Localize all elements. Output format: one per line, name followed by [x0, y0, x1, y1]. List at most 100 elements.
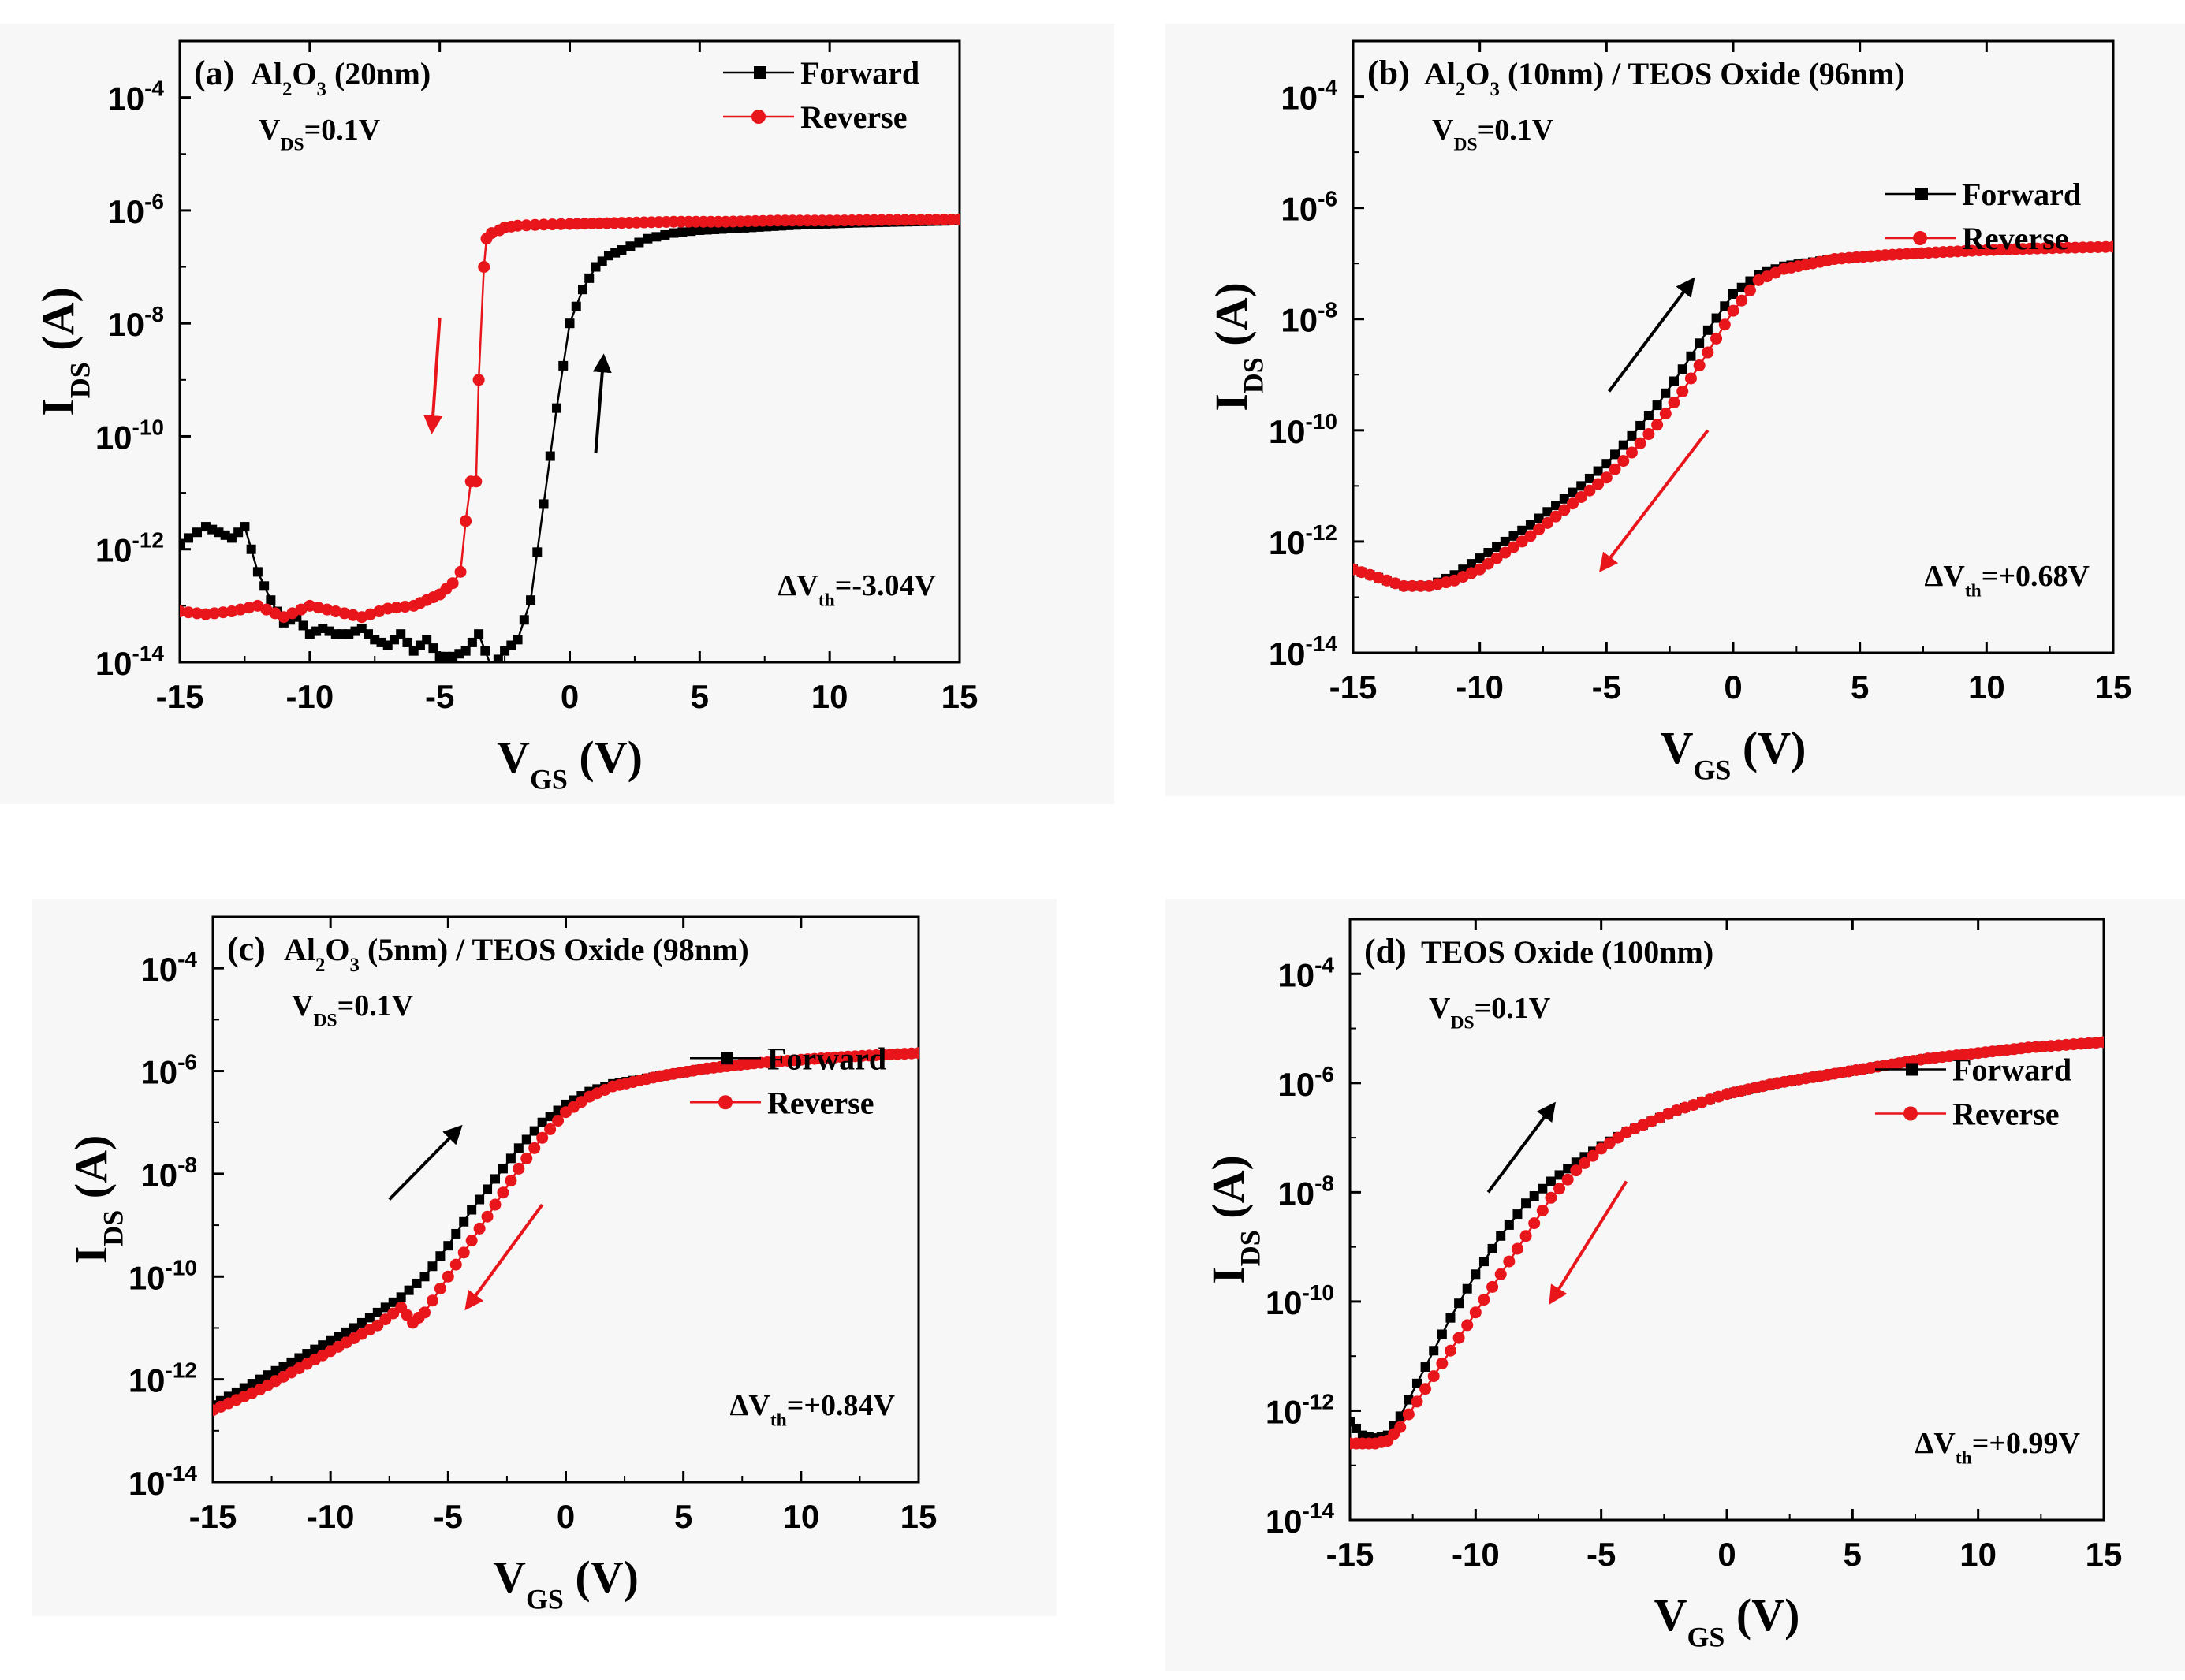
data-point-reverse-a [208, 607, 221, 620]
data-point-forward-c [380, 1302, 390, 1313]
y-axis-label-b-part: I [1206, 393, 1257, 412]
panel-title-a-part: (20nm) [326, 56, 431, 91]
data-point-reverse-c [457, 1246, 470, 1259]
data-point-forward-a [643, 233, 653, 244]
data-point-forward-a [634, 237, 644, 248]
y-tick-base: 10 [140, 951, 177, 988]
data-point-forward-b [1466, 559, 1476, 569]
data-point-forward-c [529, 1126, 539, 1136]
data-group-b [1353, 240, 2113, 592]
y-tick-base: 10 [107, 80, 144, 117]
data-point-reverse-d [1545, 1191, 1557, 1204]
y-tick-base: 10 [1281, 191, 1318, 228]
delta-vth-annotation-c-part: =+0.84V [787, 1389, 896, 1422]
vds-annotation-b-part: DS [1453, 134, 1477, 155]
data-point-reverse-a [191, 607, 203, 620]
data-point-forward-b [1686, 351, 1696, 361]
vds-annotation-d-part: DS [1450, 1012, 1474, 1033]
legend-label-forward-a: Forward [800, 55, 919, 91]
data-point-forward-b [1728, 289, 1738, 299]
y-tick-label-d: 10-4 [1277, 952, 1334, 993]
data-point-forward-d [1563, 1164, 1573, 1174]
data-point-reverse-b [1693, 359, 1706, 372]
y-tick-label-d: 10-12 [1266, 1389, 1334, 1430]
vds-annotation-b: VDS=0.1V [1432, 114, 1554, 155]
data-point-reverse-b [1642, 428, 1655, 441]
data-point-forward-b [1584, 473, 1594, 483]
x-axis-label-d: VGS (V) [1654, 1589, 1800, 1652]
y-axis-label-d-part: (A) [1202, 1155, 1254, 1230]
data-point-forward-c [427, 1261, 438, 1272]
data-point-forward-b [1525, 520, 1535, 530]
x-tick-label-b: -5 [1592, 669, 1621, 706]
y-tick-exponent: -14 [166, 1461, 198, 1485]
data-point-forward-b [1559, 494, 1569, 504]
delta-vth-annotation-b-part: ΔV [1925, 560, 1966, 593]
y-axis-label-c-part: (A) [65, 1135, 117, 1210]
data-point-reverse-c [497, 1186, 509, 1199]
data-point-reverse-d [1411, 1395, 1423, 1408]
data-point-reverse-b [1617, 455, 1630, 467]
sweep-arrow-b [1607, 277, 1695, 393]
sweep-arrow-a [423, 317, 443, 435]
panel-id-d: (d) [1364, 932, 1407, 970]
data-point-forward-a [519, 615, 529, 625]
x-tick-label-c: -15 [189, 1498, 237, 1535]
y-tick-exponent: -6 [177, 1050, 197, 1075]
data-point-forward-b [1568, 487, 1578, 497]
x-axis-label-c-part: GS [526, 1583, 564, 1615]
data-point-reverse-c [442, 1270, 454, 1283]
vds-annotation-b-part: =0.1V [1478, 114, 1554, 147]
y-tick-base: 10 [1266, 1393, 1303, 1430]
y-tick-label-c: 10-14 [129, 1461, 198, 1502]
x-axis-label-d-part: (V) [1725, 1589, 1799, 1641]
delta-vth-annotation-d-part: =+0.99V [1972, 1427, 2081, 1460]
y-tick-label-a: 10-8 [107, 302, 164, 343]
data-point-forward-b [1483, 548, 1493, 558]
data-point-reverse-d [1402, 1408, 1415, 1421]
y-tick-label-b: 10-4 [1281, 76, 1337, 117]
data-point-forward-a [493, 654, 503, 662]
data-point-forward-a [487, 663, 497, 672]
y-tick-exponent: -4 [1318, 76, 1337, 100]
y-tick-exponent: -14 [132, 641, 165, 665]
data-point-forward-c [537, 1117, 547, 1127]
x-axis-label-c: VGS (V) [493, 1551, 639, 1615]
data-point-forward-b [1610, 449, 1620, 460]
data-point-forward-a [460, 646, 471, 656]
y-tick-label-b: 10-6 [1281, 187, 1337, 228]
data-point-forward-a [660, 229, 670, 240]
vds-annotation-b-part: V [1432, 114, 1454, 147]
data-point-forward-a [192, 527, 202, 538]
vds-annotation-a-part: =0.1V [304, 114, 381, 147]
delta-vth-annotation-a-part: th [818, 590, 835, 610]
sweep-arrow-b [1598, 429, 1710, 572]
x-axis-label-a: VGS (V) [497, 732, 643, 795]
data-point-forward-b [1627, 430, 1637, 441]
data-point-forward-a [695, 225, 705, 235]
data-point-reverse-b [1625, 446, 1638, 459]
data-point-forward-c [451, 1228, 461, 1239]
data-point-forward-b [1635, 420, 1646, 430]
data-point-reverse-c [449, 1258, 462, 1271]
data-point-reverse-b [1702, 346, 1714, 359]
data-point-forward-a [584, 273, 595, 283]
data-point-forward-d [1395, 1411, 1405, 1421]
legend-label-reverse-a: Reverse [800, 99, 907, 135]
y-tick-exponent: -14 [1306, 631, 1338, 656]
data-point-reverse-b [1499, 546, 1512, 559]
panel-id-c: (c) [227, 929, 266, 968]
y-tick-base: 10 [1277, 956, 1314, 993]
panel-title-c-part: (5nm) / TEOS Oxide (98nm) [360, 932, 749, 967]
data-point-reverse-b [1659, 408, 1672, 420]
data-point-forward-c [239, 1383, 249, 1393]
x-tick-label-d: -5 [1587, 1536, 1616, 1573]
x-axis-label-b: VGS (V) [1661, 722, 1807, 785]
panel-title-c-part: O [325, 932, 349, 967]
data-point-forward-a [545, 451, 555, 461]
vds-annotation-a-part: DS [280, 134, 304, 155]
panel-title-a-part: Al [251, 56, 282, 91]
data-point-forward-d [1538, 1183, 1548, 1194]
delta-vth-annotation-d: ΔVth=+0.99V [1915, 1427, 2081, 1468]
legend-marker-reverse-c [718, 1095, 733, 1110]
